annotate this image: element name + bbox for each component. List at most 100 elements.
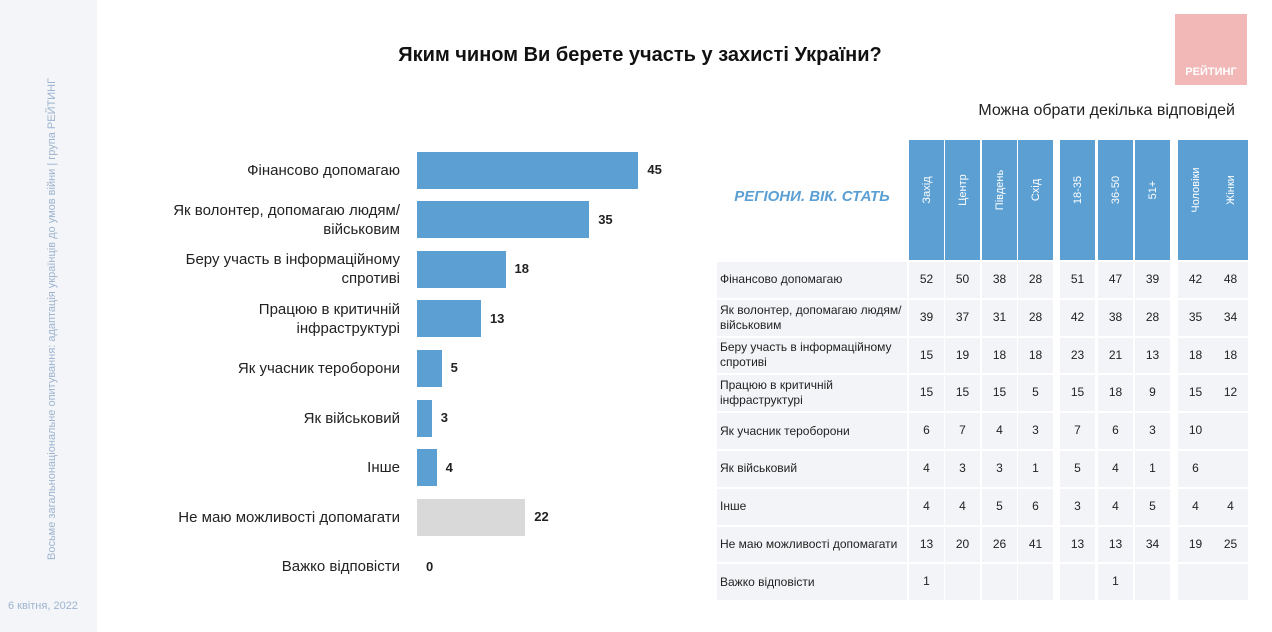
bar [417,300,481,338]
table-cell-bg [1060,526,1095,563]
table-cell: 4 [923,461,930,475]
table-cell-bg [1135,337,1170,374]
table-cell-bg [945,337,980,374]
category-label: Як військовий [303,409,400,427]
bar [417,151,639,189]
column-header: 51+ [1146,180,1159,200]
table-cell-bg [1018,488,1053,525]
table-cell: 18 [1188,347,1203,362]
table-cell: 18 [992,347,1007,362]
table-cell-bg [909,488,944,525]
column-header: Схід [1029,178,1042,202]
table-cell-bg [1098,564,1133,601]
table-cell: 7 [1074,423,1081,438]
value-label: 5 [450,360,458,376]
column-header: Центр [956,174,969,206]
table-cell-bg [1178,564,1213,601]
table-cell: 12 [1223,385,1238,400]
table-cell-bg [1178,413,1213,449]
table-cell: 4 [1227,498,1234,513]
date: 6 квітня, 2022 [8,600,78,612]
table-cell: 39 [919,309,934,324]
table-cell: 13 [1145,347,1160,362]
row-label: Фінансово допомагаю [720,272,843,287]
table-cell-bg [1213,375,1248,412]
row-label: Як волонтер, допомагаю людям/військовим [720,302,902,332]
category-label: Беру участь в інформаційному спротиві [185,251,400,288]
table-cell-bg [1178,299,1213,336]
table-row-bg [717,375,907,412]
table-cell: 48 [1223,272,1238,286]
row-label: Інше [720,499,747,514]
value-label: 18 [514,261,530,277]
table-cell: 28 [1028,309,1043,324]
table-cell: 5 [1032,385,1039,400]
table-cell-bg [945,488,980,525]
category-label: Як волонтер, допомагаю людям/військовим [173,201,400,238]
logo-text: РЕЙТИНГ [1185,66,1237,78]
table-cell: 18 [1223,347,1238,362]
table-cell-bg [909,262,944,298]
column-header-bg: Захід [909,140,944,260]
column-header: 18-35 [1071,175,1084,205]
table-cell: 20 [955,536,970,551]
table-cell: 5 [1074,461,1081,475]
table-title: РЕГІОНИ. ВІК. СТАТЬ [734,188,890,205]
table-cell-bg [1018,451,1053,487]
table-cell-bg [945,526,980,563]
value-label: 13 [489,310,505,326]
table-cell-bg [1018,262,1053,298]
table-cell-bg [909,299,944,336]
table-cell-bg [1098,262,1133,298]
table-cell: 4 [1192,498,1199,513]
bar [417,201,590,239]
table-cell: 10 [1188,423,1203,438]
table-cell-bg [982,564,1017,601]
table-cell: 1 [1032,461,1039,475]
column-header-bg: Жінки [1213,140,1248,260]
table-cell: 15 [1070,385,1085,400]
table-cell: 1 [1149,461,1156,475]
value-label: 45 [647,162,662,177]
table-cell: 35 [1188,309,1203,324]
table-cell-bg [1213,526,1248,563]
table-cell-bg [1178,375,1213,412]
category-label: Інше [367,459,400,477]
table-cell: 25 [1223,536,1238,551]
table-cell: 18 [1108,385,1123,400]
table-cell: 4 [1112,498,1119,513]
table-cell: 3 [996,461,1003,475]
table-cell: 6 [1112,423,1119,438]
table-cell-bg [1098,526,1133,563]
table-cell: 3 [959,461,966,475]
column-header: Жінки [1224,175,1237,205]
table-cell: 15 [1188,385,1203,400]
table-cell: 13 [919,536,934,551]
column-header-bg: Схід [1018,140,1053,260]
table-cell-bg [1135,262,1170,298]
table-cell-bg [982,299,1017,336]
table-cell-bg [1135,488,1170,525]
table-cell: 15 [919,347,934,362]
table-cell-bg [1178,451,1213,487]
value-label: 4 [445,459,453,475]
row-label: Важко відповісти [720,574,815,589]
note: Можна обрати декілька відповідей [978,102,1235,119]
row-label: Як учасник тероборони [720,423,850,438]
table-cell-bg [982,337,1017,374]
table-cell: 7 [959,423,966,438]
table-cell-bg [1060,488,1095,525]
bar [417,498,526,536]
table-cell-bg [1060,451,1095,487]
category-label: Не маю можливості допомагати [178,508,400,526]
table-cell: 4 [959,498,966,513]
table-cell: 19 [1188,536,1203,551]
table-cell-bg [1135,413,1170,449]
column-header: 36-50 [1109,175,1122,205]
table-cell-bg [1135,451,1170,487]
table-cell-bg [982,262,1017,298]
table-cell-bg [1060,375,1095,412]
table-cell: 28 [1028,272,1043,286]
table-cell-bg [1178,262,1213,298]
